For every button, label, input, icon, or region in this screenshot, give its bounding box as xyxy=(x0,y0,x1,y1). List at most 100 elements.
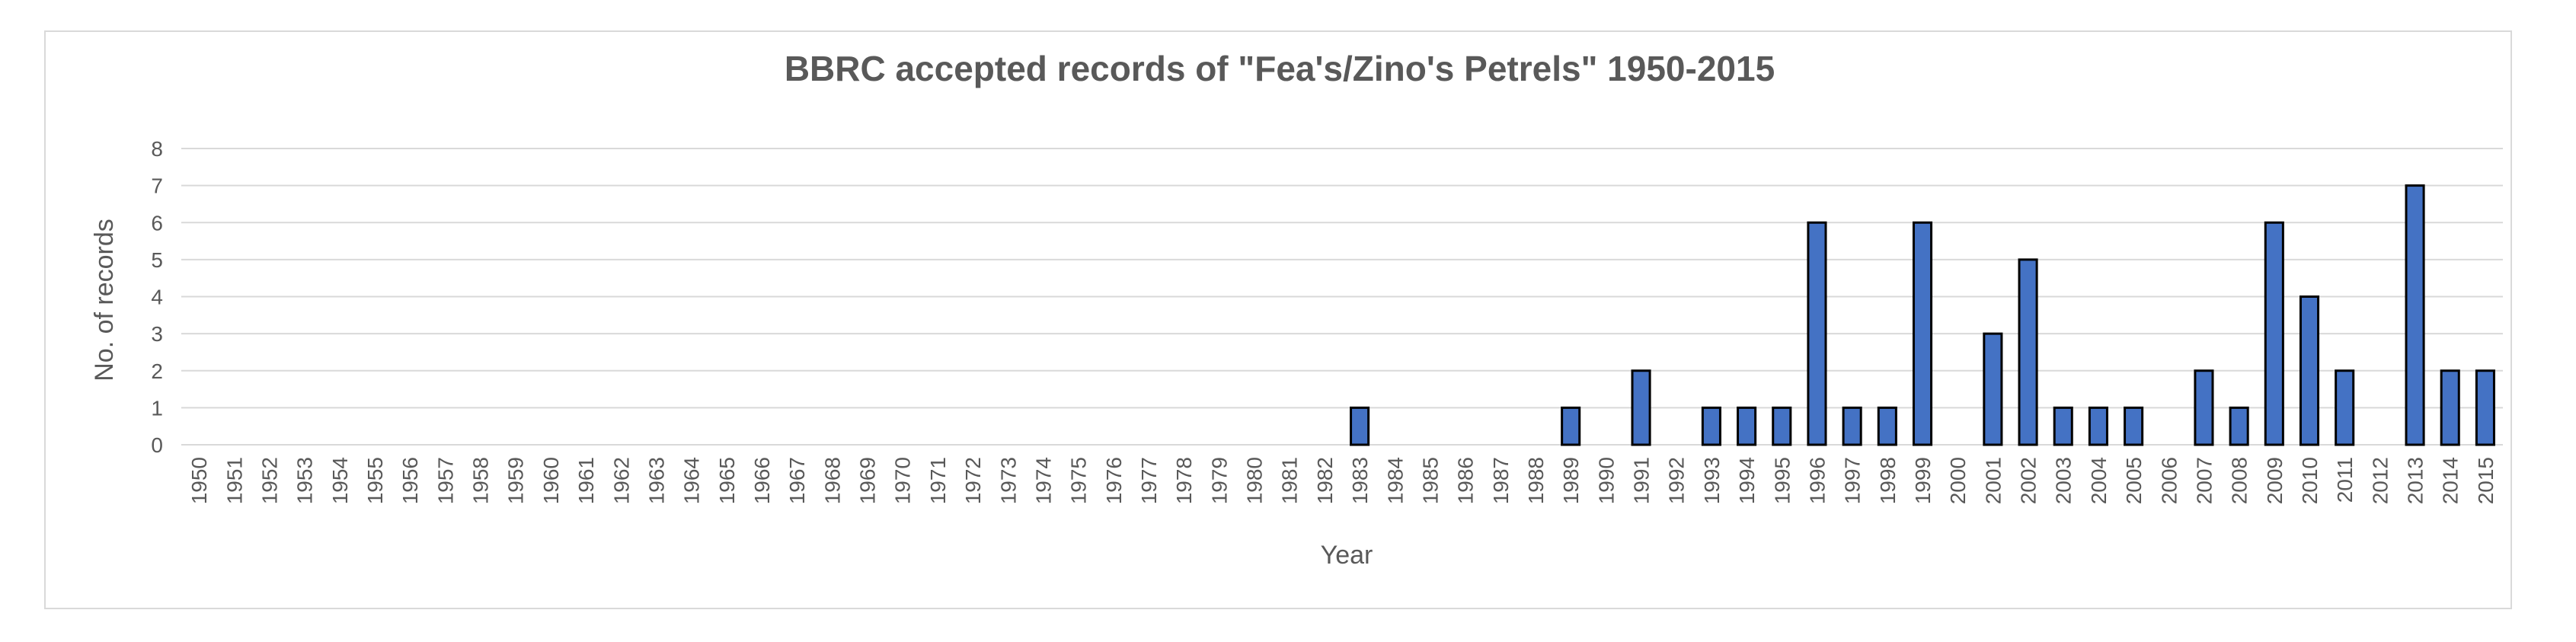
x-tick-label: 1976 xyxy=(1102,457,1126,504)
chart-frame: BBRC accepted records of "Fea's/Zino's P… xyxy=(44,30,2512,609)
x-tick-label: 1994 xyxy=(1735,457,1759,504)
x-tick-label: 2008 xyxy=(2228,457,2252,504)
y-tick-labels: 0 1 2 3 4 5 6 7 8 xyxy=(151,137,163,457)
x-tick-label: 1980 xyxy=(1243,457,1267,504)
x-tick-label: 1995 xyxy=(1770,457,1794,504)
bar-2013 xyxy=(2405,184,2425,446)
x-tick-label: 1961 xyxy=(574,457,598,504)
x-tick-label: 1968 xyxy=(820,457,844,504)
x-tick-label: 1992 xyxy=(1665,457,1689,504)
x-tick-label: 1957 xyxy=(433,457,457,504)
x-tick-label: 2005 xyxy=(2122,457,2146,504)
chart-svg: BBRC accepted records of "Fea's/Zino's P… xyxy=(90,49,2503,570)
bar-2002 xyxy=(2018,258,2038,446)
x-tick-label: 1950 xyxy=(187,457,211,504)
x-tick-label: 1951 xyxy=(222,457,246,504)
x-tick-label: 1979 xyxy=(1207,457,1231,504)
x-tick-label: 1981 xyxy=(1278,457,1302,504)
x-tick-label: 2003 xyxy=(2052,457,2076,504)
x-tick-label: 2013 xyxy=(2404,457,2427,504)
x-tick-label: 1963 xyxy=(644,457,668,504)
x-tick-label: 1996 xyxy=(1805,457,1829,504)
x-tick-label: 1973 xyxy=(996,457,1020,504)
x-tick-label: 1955 xyxy=(363,457,387,504)
y-tick-label: 3 xyxy=(151,322,163,346)
x-tick-label: 2012 xyxy=(2368,457,2392,504)
x-tick-label: 1953 xyxy=(293,457,317,504)
bar-1993 xyxy=(1701,406,1721,446)
x-tick-label: 1956 xyxy=(398,457,422,504)
y-tick-label: 4 xyxy=(151,286,163,309)
y-tick-label: 1 xyxy=(151,396,163,420)
bar-2011 xyxy=(2335,369,2355,446)
y-tick-label: 5 xyxy=(151,248,163,272)
x-tick-label: 2007 xyxy=(2192,457,2216,504)
x-tick-labels: 1950 1951 1952 1953 1954 1955 1956 1957 1958 1959… xyxy=(187,457,2498,504)
x-tick-label: 2000 xyxy=(1946,457,1970,504)
gridlines xyxy=(181,148,2503,446)
x-tick-label: 2001 xyxy=(1981,457,2005,504)
x-tick-label: 1988 xyxy=(1524,457,1548,504)
bar-2015 xyxy=(2475,369,2495,446)
x-tick-label: 1982 xyxy=(1313,457,1337,504)
x-tick-label: 2004 xyxy=(2087,457,2111,504)
x-tick-label: 1987 xyxy=(1489,457,1513,504)
x-tick-label: 2006 xyxy=(2157,457,2181,504)
bar-2007 xyxy=(2194,369,2214,446)
x-tick-label: 2009 xyxy=(2263,457,2287,504)
bar-2008 xyxy=(2229,406,2249,446)
x-tick-label: 2002 xyxy=(2017,457,2041,504)
x-tick-label: 1991 xyxy=(1630,457,1654,504)
x-axis-label: Year xyxy=(1321,541,1373,570)
x-tick-label: 1978 xyxy=(1172,457,1196,504)
x-tick-label: 1993 xyxy=(1700,457,1724,504)
bar-1997 xyxy=(1842,406,1862,446)
x-tick-label: 1989 xyxy=(1559,457,1583,504)
x-tick-label: 2015 xyxy=(2474,457,2498,504)
x-tick-label: 1972 xyxy=(961,457,985,504)
x-tick-label: 1986 xyxy=(1454,457,1478,504)
x-tick-label: 1974 xyxy=(1031,457,1055,504)
bar-1991 xyxy=(1631,369,1651,446)
y-tick-label: 0 xyxy=(151,433,163,457)
bar-2004 xyxy=(2088,406,2108,446)
x-tick-label: 2014 xyxy=(2439,457,2463,504)
bar-1998 xyxy=(1877,406,1897,446)
bar-1999 xyxy=(1912,221,1933,446)
y-tick-label: 8 xyxy=(151,137,163,161)
x-tick-label: 1954 xyxy=(328,457,352,504)
x-tick-label: 1984 xyxy=(1383,457,1407,504)
x-tick-label: 1967 xyxy=(785,457,809,504)
y-axis-label: No. of records xyxy=(90,219,119,382)
x-tick-label: 1975 xyxy=(1067,457,1091,504)
bar-1994 xyxy=(1737,406,1757,446)
bar-2001 xyxy=(1983,332,2003,446)
x-tick-label: 1970 xyxy=(891,457,915,504)
x-tick-label: 1999 xyxy=(1911,457,1935,504)
bars xyxy=(1350,184,2495,446)
chart-title: BBRC accepted records of "Fea's/Zino's P… xyxy=(785,49,1775,88)
x-tick-label: 1964 xyxy=(680,457,704,504)
x-tick-label: 1969 xyxy=(856,457,880,504)
x-tick-label: 1952 xyxy=(257,457,281,504)
x-tick-label: 1965 xyxy=(715,457,739,504)
bar-1989 xyxy=(1561,406,1581,446)
x-tick-label: 1985 xyxy=(1418,457,1442,504)
bar-2010 xyxy=(2299,295,2320,446)
x-tick-label: 1962 xyxy=(609,457,633,504)
y-tick-label: 6 xyxy=(151,211,163,235)
bar-1996 xyxy=(1807,221,1827,446)
x-tick-label: 1990 xyxy=(1594,457,1618,504)
bar-1995 xyxy=(1772,406,1792,446)
x-tick-label: 1960 xyxy=(539,457,563,504)
bar-1983 xyxy=(1350,406,1370,446)
y-tick-label: 2 xyxy=(151,359,163,383)
x-tick-label: 1977 xyxy=(1137,457,1161,504)
bar-2005 xyxy=(2124,406,2144,446)
bar-2009 xyxy=(2264,221,2284,446)
x-tick-label: 1983 xyxy=(1348,457,1372,504)
bar-2014 xyxy=(2440,369,2460,446)
x-tick-label: 1966 xyxy=(750,457,774,504)
x-tick-label: 1958 xyxy=(469,457,493,504)
x-tick-label: 1971 xyxy=(926,457,950,504)
